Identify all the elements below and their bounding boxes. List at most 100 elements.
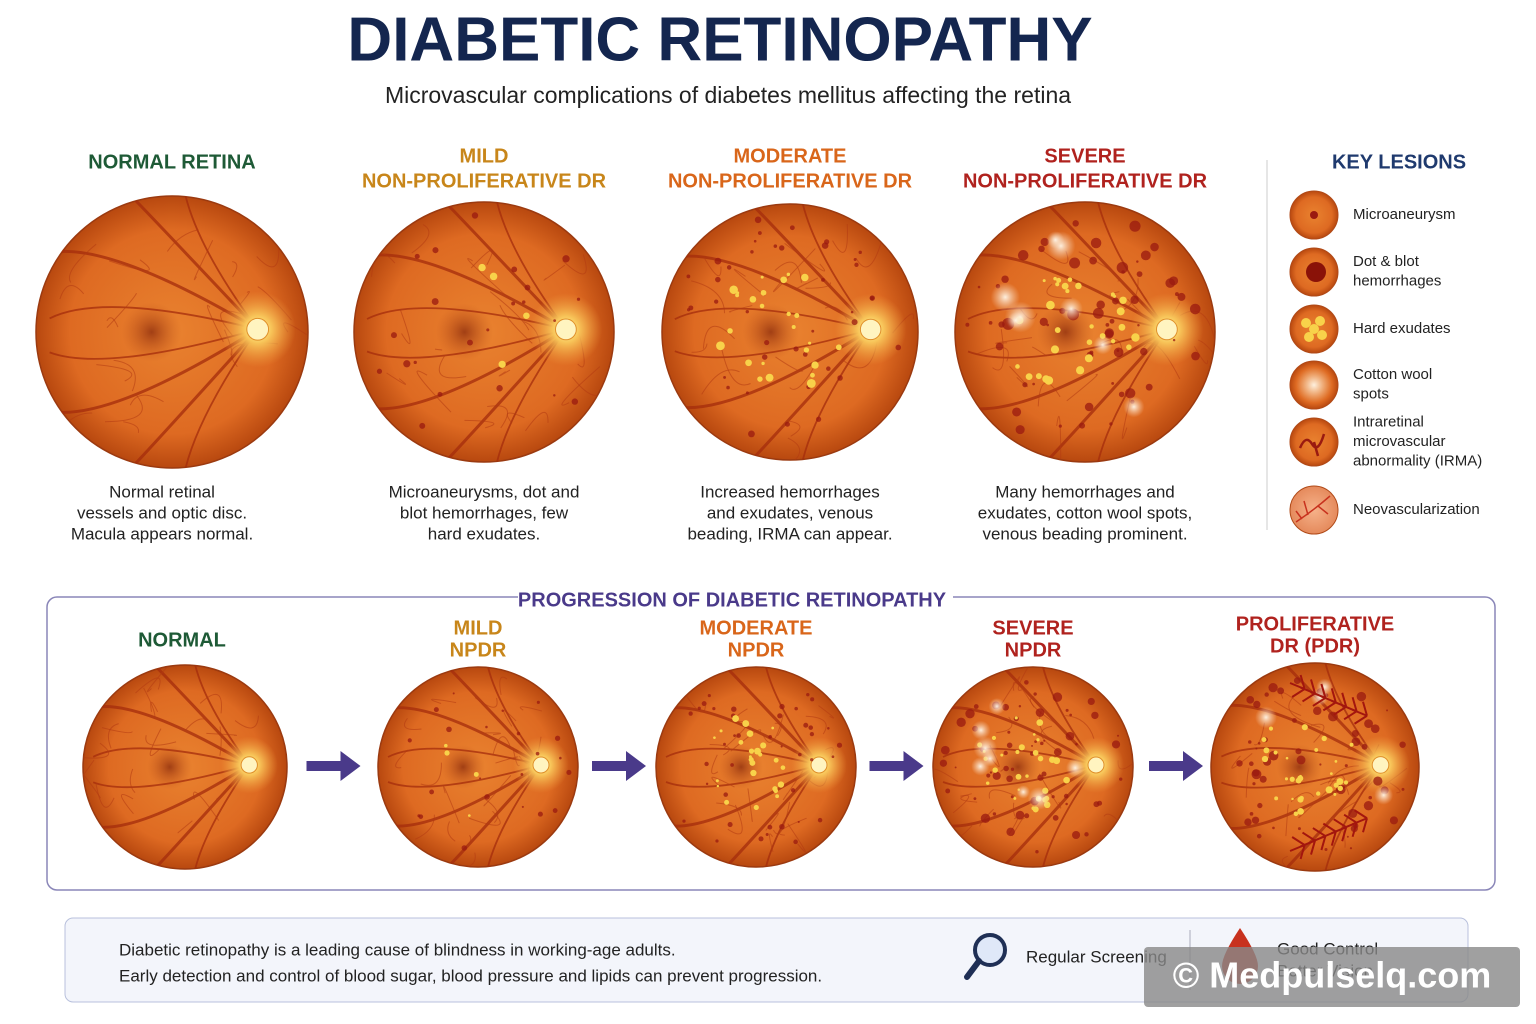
- hemorrhage: [414, 253, 420, 259]
- hemorrhage: [1356, 691, 1367, 702]
- progression-label: NPDR: [450, 639, 507, 661]
- macula: [719, 745, 763, 789]
- stage-description: Microaneurysms, dot and: [389, 482, 580, 501]
- hard-exudate: [1113, 294, 1117, 298]
- stage-title: MODERATE: [734, 145, 847, 167]
- hemorrhage: [1072, 830, 1081, 840]
- vessel-branch: [1274, 700, 1302, 717]
- hemorrhage: [1116, 262, 1129, 274]
- hard-exudate: [742, 720, 750, 727]
- vessel-branch: [185, 718, 212, 731]
- vessel-branch: [1231, 752, 1253, 769]
- hemorrhage: [806, 692, 810, 697]
- hemorrhage: [566, 769, 572, 776]
- hard-exudate: [1329, 772, 1333, 776]
- hard-exudate: [1349, 742, 1354, 747]
- hard-exudate: [1053, 757, 1061, 765]
- hard-exudate: [1086, 339, 1093, 345]
- hard-exudate: [1116, 307, 1125, 316]
- stage-title: NON-PROLIFERATIVE DR: [668, 170, 913, 192]
- hemorrhage: [1136, 260, 1139, 263]
- vessel-branch: [467, 258, 511, 300]
- hard-exudate: [749, 296, 757, 303]
- vessel-branch: [109, 259, 150, 271]
- hemorrhage: [816, 416, 822, 422]
- hemorrhage: [1038, 245, 1045, 253]
- hemorrhage: [1087, 697, 1095, 706]
- hemorrhage: [750, 250, 754, 254]
- lesion-icon-detail: [1301, 318, 1311, 328]
- hard-exudate: [1316, 791, 1321, 796]
- vessel-branch: [976, 346, 1009, 362]
- hard-exudate: [1289, 776, 1295, 782]
- hemorrhage: [723, 742, 726, 746]
- hard-exudate: [772, 786, 778, 792]
- cotton-wool-spot: [988, 698, 1006, 715]
- hard-exudate: [746, 730, 754, 738]
- hemorrhage: [496, 385, 503, 392]
- cotton-wool-spot: [1093, 335, 1113, 355]
- hard-exudate: [1000, 753, 1004, 757]
- hemorrhage: [1006, 827, 1015, 837]
- vessel-branch: [787, 437, 801, 460]
- lesion-icon-detail: [1298, 433, 1326, 457]
- lesion-label: spots: [1353, 386, 1389, 403]
- hemorrhage: [723, 376, 727, 379]
- hemorrhage: [1072, 220, 1079, 227]
- stage-description: Normal retinal: [109, 482, 215, 501]
- macula: [1036, 303, 1095, 361]
- hemorrhage: [552, 808, 558, 813]
- hard-exudate: [1314, 748, 1319, 752]
- cotton-wool-spot: [1123, 396, 1145, 418]
- hemorrhage: [1111, 740, 1121, 749]
- hemorrhage: [1259, 775, 1267, 783]
- hemorrhage: [433, 707, 439, 713]
- hemorrhage: [831, 755, 835, 759]
- hard-exudate: [1089, 324, 1094, 329]
- lesion-icon-detail: [1296, 367, 1332, 403]
- hard-exudate: [1042, 279, 1046, 283]
- hemorrhage: [1295, 748, 1302, 755]
- vessel-branch: [784, 242, 826, 272]
- hard-exudate: [786, 311, 791, 317]
- vessel-branch: [691, 280, 726, 314]
- stage-description: blot hemorrhages, few: [400, 503, 569, 522]
- hard-exudate: [1025, 373, 1033, 381]
- optic-disc: [555, 318, 577, 341]
- hemorrhage: [1349, 847, 1353, 850]
- hemorrhage: [1109, 318, 1115, 324]
- hemorrhage: [682, 819, 686, 823]
- hemorrhage: [869, 295, 875, 301]
- hemorrhage: [705, 782, 709, 786]
- hard-exudate: [753, 804, 759, 811]
- hemorrhage: [1031, 744, 1034, 747]
- vessel-branch: [787, 420, 801, 437]
- vessel-branch: [470, 249, 493, 269]
- vessel-branch: [711, 776, 735, 788]
- hard-exudate: [1036, 738, 1040, 742]
- hemorrhage: [1065, 708, 1069, 712]
- hemorrhage: [1313, 706, 1322, 716]
- hard-exudate: [489, 272, 498, 281]
- hemorrhage: [1065, 731, 1075, 741]
- arrow: [306, 751, 361, 781]
- hemorrhage: [1015, 810, 1025, 820]
- hemorrhage: [1249, 812, 1254, 816]
- hard-exudate: [794, 313, 800, 319]
- cotton-wool-spot: [971, 720, 991, 740]
- hemorrhage: [1169, 276, 1179, 286]
- vessel-branch: [960, 793, 978, 803]
- hard-exudate: [1056, 277, 1062, 283]
- fundus-detail: [933, 667, 1133, 867]
- hemorrhage: [1010, 767, 1015, 771]
- retina: [377, 666, 579, 868]
- hemorrhage: [479, 777, 482, 780]
- hemorrhage: [753, 239, 757, 243]
- hemorrhage: [697, 706, 701, 710]
- hemorrhage: [784, 421, 790, 427]
- hard-exudate: [749, 759, 756, 766]
- hemorrhage: [945, 788, 951, 794]
- progression-label: DR (PDR): [1270, 635, 1360, 657]
- hard-exudate: [1297, 796, 1304, 803]
- vessel-branch: [762, 714, 784, 743]
